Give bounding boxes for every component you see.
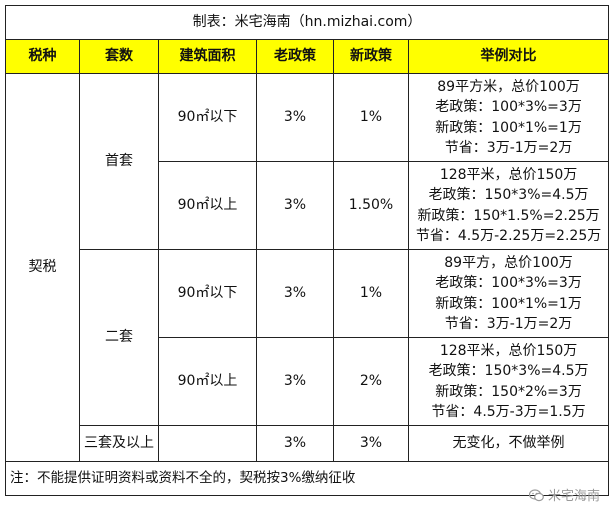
example-line: 89平方米，总价100万 <box>437 78 580 95</box>
new-rate-cell: 1.50% <box>333 161 409 250</box>
header-unit-count: 套数 <box>79 39 159 74</box>
group-label-first: 首套 <box>79 73 159 250</box>
area-cell: 90㎡以下 <box>158 73 257 162</box>
header-new-policy: 新政策 <box>333 39 409 74</box>
old-rate-cell: 3% <box>256 249 334 338</box>
example-line: 老政策：150*3%=4.5万 <box>428 363 589 379</box>
example-cell: 89平方，总价100万 老政策：100*3%=3万 新政策：100*1%=1万 … <box>407 249 610 338</box>
example-line: 节省：3万-1万=2万 <box>444 316 573 332</box>
example-line: 节省：4.5万-2.25万=2.25万 <box>415 228 602 244</box>
header-tax-type: 税种 <box>5 39 80 74</box>
watermark-text: 米宅海南 <box>547 489 600 504</box>
table-title: 制表：米宅海南（hn.mizhai.com） <box>4 5 610 40</box>
example-cell: 无变化，不做举例 <box>407 425 610 462</box>
example-line: 节省：3万-1万=2万 <box>444 140 573 156</box>
example-line: 老政策：100*3%=3万 <box>435 275 582 291</box>
header-building-area: 建筑面积 <box>158 39 257 74</box>
old-rate-cell: 3% <box>256 161 334 250</box>
example-line: 老政策：150*3%=4.5万 <box>428 187 589 203</box>
example-cell: 128平米，总价150万 老政策：150*3%=4.5万 新政策：150*1.5… <box>407 161 610 250</box>
old-rate-cell: 3% <box>256 425 334 462</box>
old-rate-cell: 3% <box>256 73 334 162</box>
example-cell: 89平方米，总价100万 老政策：100*3%=3万 新政策：100*1%=1万… <box>407 73 610 162</box>
new-rate-cell: 1% <box>333 249 409 338</box>
old-rate-cell: 3% <box>256 337 334 426</box>
example-line: 新政策：100*1%=1万 <box>435 295 582 312</box>
header-old-policy: 老政策 <box>256 39 334 74</box>
footnote: 注：不能提供证明资料或资料不全的，契税按3%缴纳征收 <box>4 461 610 496</box>
wechat-icon <box>528 489 544 502</box>
area-cell: 90㎡以上 <box>158 337 257 426</box>
group-label-second: 二套 <box>79 249 159 426</box>
example-line: 128平米，总价150万 <box>439 166 578 183</box>
tax-type-cell: 契税 <box>5 73 80 462</box>
example-line: 128平米，总价150万 <box>439 342 578 359</box>
example-line: 老政策：100*3%=3万 <box>435 99 582 115</box>
area-cell <box>158 425 257 462</box>
header-example: 举例对比 <box>407 39 610 74</box>
new-rate-cell: 2% <box>333 337 409 426</box>
new-rate-cell: 1% <box>333 73 409 162</box>
example-cell: 128平米，总价150万 老政策：150*3%=4.5万 新政策：150*2%=… <box>407 337 610 426</box>
example-line: 节省：4.5万-3万=1.5万 <box>431 404 586 420</box>
watermark: 米宅海南 <box>528 485 600 504</box>
example-line: 新政策：150*2%=3万 <box>435 383 582 400</box>
area-cell: 90㎡以上 <box>158 161 257 250</box>
area-cell: 90㎡以下 <box>158 249 257 338</box>
example-line: 新政策：150*1.5%=2.25万 <box>417 207 600 224</box>
example-line: 新政策：100*1%=1万 <box>435 119 582 136</box>
tax-comparison-table: 制表：米宅海南（hn.mizhai.com） 税种 套数 建筑面积 老政策 新政… <box>4 5 610 496</box>
example-line: 89平方，总价100万 <box>444 254 573 271</box>
new-rate-cell: 3% <box>333 425 409 462</box>
group-label-third: 三套及以上 <box>79 425 159 462</box>
